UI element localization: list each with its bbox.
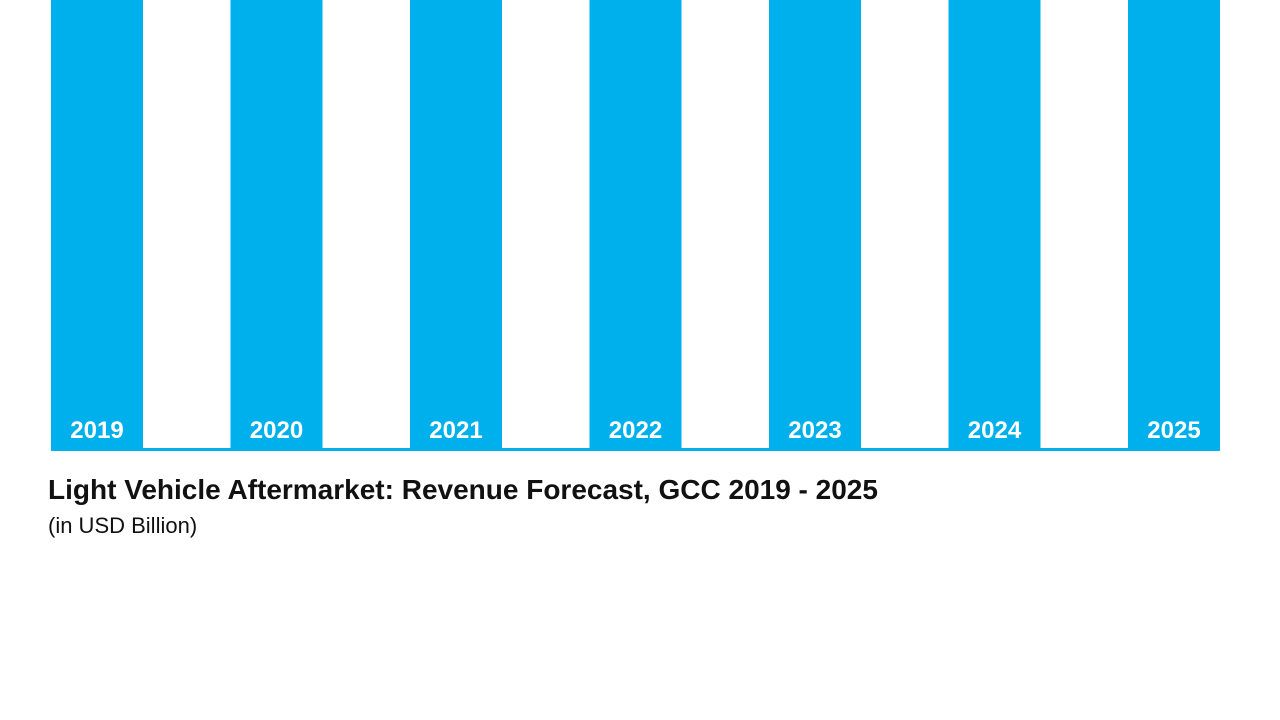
category-label-2024: 2024 [968,417,1022,444]
bar-2020 [230,0,323,451]
chart-title: Light Vehicle Aftermarket: Revenue Forec… [48,474,878,505]
bar-2023 [769,0,861,452]
category-label-2023: 2023 [788,417,841,444]
category-label-2021: 2021 [429,417,482,444]
bar-2025 [1128,0,1220,452]
category-label-2022: 2022 [609,417,662,444]
category-label-2025: 2025 [1147,417,1200,444]
bar-2021 [410,0,502,451]
bar-2022 [589,0,682,452]
chart-subtitle: (in USD Billion) [48,513,198,538]
bar-2024 [948,0,1041,452]
category-label-2020: 2020 [250,417,303,444]
category-label-2019: 2019 [70,417,123,444]
bar-2019 [51,0,143,452]
